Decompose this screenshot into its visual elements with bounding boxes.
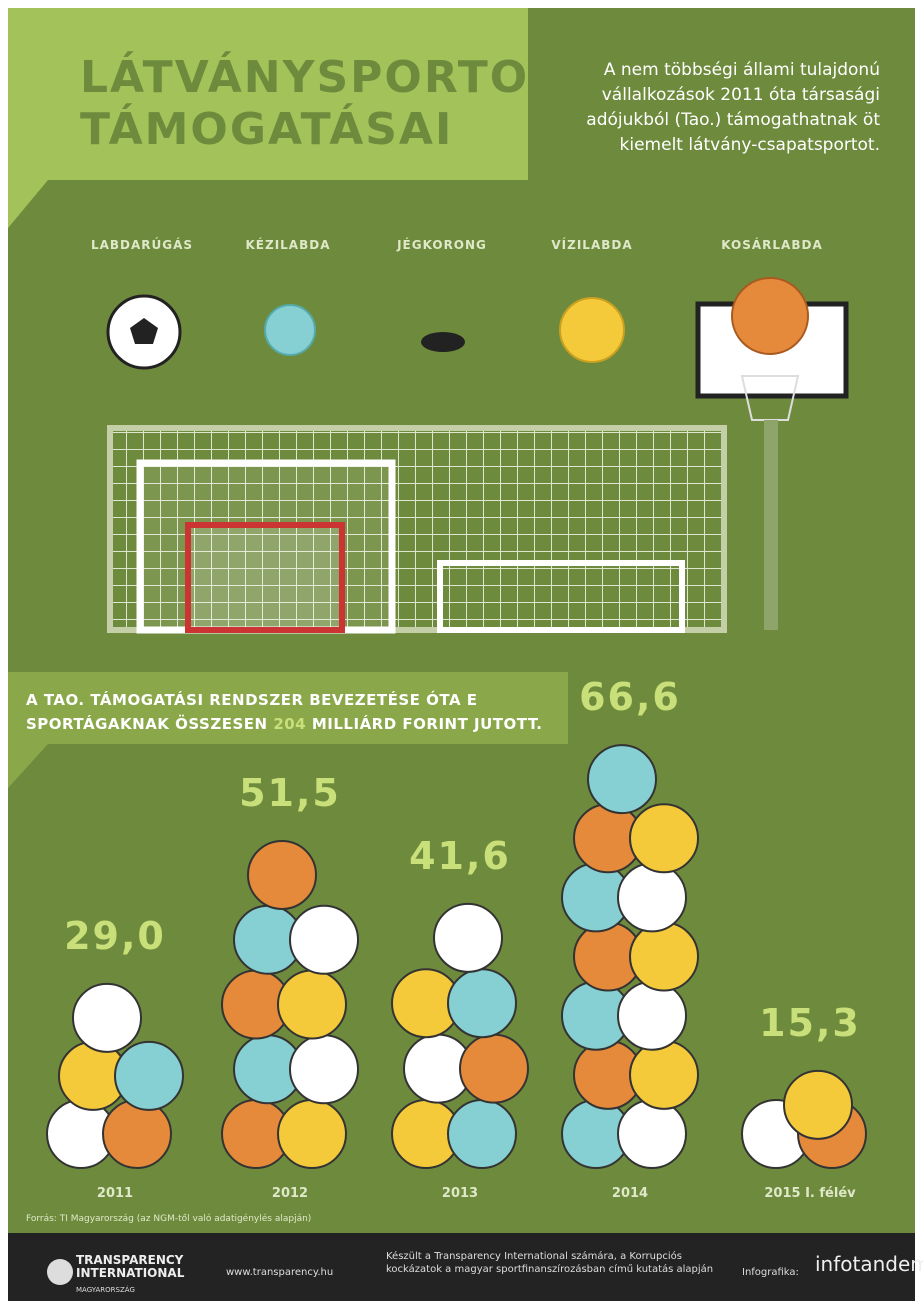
ball	[587, 744, 657, 815]
category-label: 2015 I. félév	[764, 1186, 856, 1201]
ti-logo	[47, 1259, 73, 1285]
sport-label: JÉGKORONG	[397, 238, 487, 252]
summary-highlight: 204	[273, 715, 307, 733]
sport-label: LABDARÚGÁS	[90, 238, 194, 252]
ball	[459, 1033, 529, 1104]
summary-text: MILLIÁRD FORINT JUTOTT.	[311, 715, 543, 733]
goals	[107, 425, 727, 634]
value-label: 29,0	[64, 913, 166, 958]
sport-icons	[106, 277, 849, 630]
ball	[617, 862, 687, 933]
title-panel	[8, 8, 528, 228]
ball	[783, 1069, 853, 1140]
infographic-label: Infografika:	[742, 1267, 799, 1278]
canvas	[8, 8, 915, 1301]
sport-label: KOSÁRLABDA	[721, 238, 823, 252]
ball	[447, 1099, 517, 1169]
summary: A TAO. TÁMOGATÁSI RENDSZER BEVEZETÉSE ÓT…	[26, 688, 566, 736]
sport-label: KÉZILABDA	[245, 238, 331, 252]
pictogram	[46, 744, 867, 1169]
ball	[447, 968, 517, 1039]
value-label: 66,6	[579, 675, 681, 720]
ball	[114, 1040, 184, 1111]
pile	[46, 982, 184, 1169]
category-label: 2013	[441, 1186, 479, 1201]
ball	[102, 1099, 172, 1169]
ball	[289, 1034, 359, 1105]
ball	[629, 1039, 699, 1110]
category-label: 2011	[96, 1186, 134, 1201]
sport-label: VÍZILABDA	[551, 238, 633, 252]
summary-text: A TAO. TÁMOGATÁSI RENDSZER BEVEZETÉSE ÓT…	[26, 691, 478, 733]
footer-bar	[8, 1233, 915, 1301]
source: Forrás: TI Magyarország (az NGM-től való…	[26, 1214, 312, 1224]
value-label: 51,5	[239, 770, 341, 815]
value-label: 15,3	[759, 1000, 861, 1045]
ball	[289, 904, 359, 975]
ball	[247, 839, 317, 910]
intro: A nem többségi állami tulajdonú vállalko…	[586, 60, 880, 155]
country: MAGYARORSZÁG	[76, 1286, 135, 1294]
pile	[391, 902, 529, 1169]
category-label: 2014	[611, 1186, 649, 1201]
ball	[617, 1099, 687, 1169]
ball	[72, 982, 142, 1053]
ball	[629, 921, 699, 992]
title: LÁTVÁNYSPORTOK TÁMOGATÁSAI	[80, 52, 566, 155]
org: TRANSPARENCY INTERNATIONAL	[76, 1253, 185, 1280]
pile	[741, 1069, 867, 1169]
pile	[221, 839, 359, 1169]
ball	[277, 969, 347, 1040]
credit: Készült a Transparency International szá…	[386, 1251, 714, 1275]
url: www.transparency.hu	[226, 1267, 334, 1278]
ball	[277, 1099, 347, 1169]
ball	[617, 980, 687, 1051]
pile	[561, 744, 699, 1169]
summary-panel	[8, 672, 568, 788]
category-label: 2012	[271, 1186, 309, 1201]
ball	[629, 803, 699, 874]
value-label: 41,6	[409, 833, 511, 878]
ball	[433, 902, 503, 973]
studio: infotandem	[815, 1252, 923, 1276]
